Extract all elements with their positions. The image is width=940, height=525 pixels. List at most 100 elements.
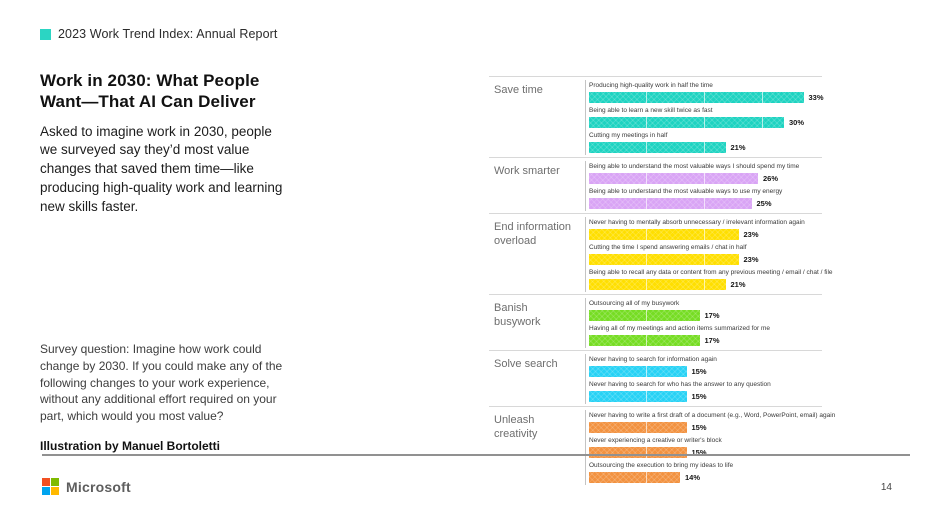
brand-accent-square-icon [40, 28, 51, 40]
bar-row: 30% [589, 117, 824, 128]
bar-item: Never having to write a first draft of a… [589, 410, 835, 435]
category-bars: Never having to write a first draft of a… [585, 410, 835, 485]
bar-row: 25% [589, 198, 822, 209]
category-label: Unleash creativity [494, 414, 538, 440]
bar-row: 14% [589, 472, 835, 483]
bar [589, 310, 700, 321]
category-label: Save time [494, 84, 543, 96]
bar-item: Never having to search for information a… [589, 354, 822, 379]
bar-label: Never experiencing a creative or writer'… [589, 437, 722, 444]
category-bars: Outsourcing all of my busywork 17% Having … [585, 298, 822, 348]
bar-value: 21% [730, 280, 746, 289]
bar-row: 21% [589, 142, 824, 153]
category-label: Solve search [494, 358, 558, 370]
bar-value: 23% [743, 230, 759, 239]
bar-row: 33% [589, 92, 824, 103]
bar-row: 26% [589, 173, 822, 184]
microsoft-wordmark: Microsoft [66, 478, 131, 495]
bar-label: Having all of my meetings and action ite… [589, 325, 770, 332]
bar-value: 23% [743, 255, 759, 264]
bar-label: Never having to search for who has the a… [589, 381, 771, 388]
bar-item: Cutting the time I spend answering email… [589, 242, 833, 267]
category-label: Banish busywork [494, 302, 541, 328]
bar-label: Producing high-quality work in half the … [589, 82, 713, 89]
chart-group: Work smarter Being able to understand the… [489, 157, 822, 213]
bar-item: Never having to search for who has the a… [589, 379, 822, 404]
bar-label: Being able to recall any data or content… [589, 269, 833, 276]
chart-group: Solve search Never having to search for i… [489, 350, 822, 406]
bar-row: 17% [589, 335, 822, 346]
bar-row: 15% [589, 447, 835, 458]
bar-item: Producing high-quality work in half the … [589, 80, 824, 105]
page-title: Work in 2030: What People Want—That AI C… [40, 71, 260, 112]
chart-group: Banish busywork Outsourcing all of my bus… [489, 294, 822, 350]
intro-paragraph: Asked to imagine work in 2030, people we… [40, 123, 283, 215]
bar-row: 15% [589, 422, 835, 433]
bar-label: Being able to understand the most valuab… [589, 188, 783, 195]
bar-label: Never having to search for information a… [589, 356, 717, 363]
bar-item: Outsourcing the execution to bring my id… [589, 460, 835, 485]
bar-row: 21% [589, 279, 833, 290]
page-number: 14 [880, 482, 892, 493]
bar [589, 335, 700, 346]
bar [589, 117, 784, 128]
category-bars: Being able to understand the most valuab… [585, 161, 822, 211]
bar [589, 279, 726, 290]
bar [589, 422, 687, 433]
bar [589, 391, 687, 402]
bar [589, 198, 752, 209]
bar-row: 17% [589, 310, 822, 321]
bar-value: 30% [789, 118, 805, 127]
bar-value: 33% [808, 93, 824, 102]
survey-question-block: Survey question: Imagine how work could … [40, 341, 292, 453]
category-bars: Never having to search for information a… [585, 354, 822, 404]
bar [589, 229, 739, 240]
bar [589, 254, 739, 265]
bar-item: Being able to understand the most valuab… [589, 161, 822, 186]
left-column: Work in 2030: What People Want—That AI C… [40, 70, 292, 217]
bar-item: Outsourcing all of my busywork 17% [589, 298, 822, 323]
bar-row: 23% [589, 254, 833, 265]
bar-label: Cutting the time I spend answering email… [589, 244, 747, 251]
illustration-credit: Illustration by Manuel Bortoletti [40, 438, 221, 453]
bar-row: 15% [589, 366, 822, 377]
bar-label: Outsourcing the execution to bring my id… [589, 462, 734, 469]
bar-label: Being able to learn a new skill twice as… [589, 107, 713, 114]
bar [589, 92, 804, 103]
microsoft-logo: Microsoft [42, 478, 131, 495]
bar-label: Never having to mentally absorb unnecess… [589, 219, 805, 226]
bar-item: Cutting my meetings in half 21% [589, 130, 824, 155]
bar-item: Never experiencing a creative or writer'… [589, 435, 835, 460]
microsoft-logo-icon [42, 478, 59, 495]
bar-item: Having all of my meetings and action ite… [589, 323, 822, 348]
bar-item: Being able to recall any data or content… [589, 267, 833, 292]
bar [589, 142, 726, 153]
bar-value: 14% [685, 473, 701, 482]
bar-value: 15% [691, 448, 707, 457]
bar [589, 472, 680, 483]
bar [589, 366, 687, 377]
survey-question-text: Survey question: Imagine how work could … [40, 342, 283, 424]
bar-value: 26% [763, 174, 779, 183]
bar-label: Cutting my meetings in half [589, 132, 668, 139]
bar-value: 17% [704, 336, 720, 345]
bar-chart: Save time Producing high-quality work in … [489, 76, 835, 487]
chart-group: Save time Producing high-quality work in … [489, 76, 824, 157]
chart-group: Unleash creativity Never having to write … [489, 406, 835, 487]
bar-item: Being able to understand the most valuab… [589, 186, 822, 211]
bar-label: Never having to write a first draft of a… [589, 412, 836, 419]
bar [589, 447, 687, 458]
bar-item: Being able to learn a new skill twice as… [589, 105, 824, 130]
bar [589, 173, 758, 184]
bar-value: 25% [756, 199, 772, 208]
category-bars: Never having to mentally absorb unnecess… [585, 217, 833, 292]
bar-item: Never having to mentally absorb unnecess… [589, 217, 833, 242]
category-bars: Producing high-quality work in half the … [585, 80, 824, 155]
category-label: Work smarter [494, 165, 560, 177]
category-label: End information overload [494, 221, 572, 247]
bar-label: Being able to understand the most valuab… [589, 163, 800, 170]
bar-row: 15% [589, 391, 822, 402]
report-header: 2023 Work Trend Index: Annual Report [40, 27, 277, 41]
bar-value: 15% [691, 392, 707, 401]
report-title: 2023 Work Trend Index: Annual Report [58, 27, 278, 41]
